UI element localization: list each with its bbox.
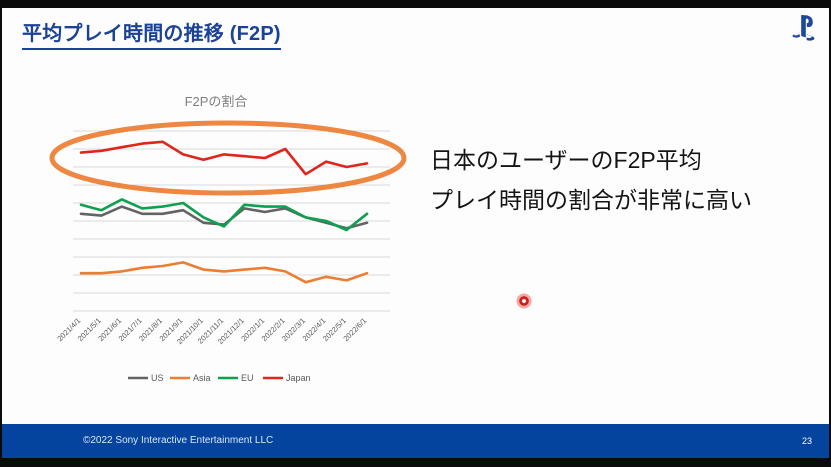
legend-label-japan: Japan	[286, 373, 311, 383]
legend-label-us: US	[151, 373, 164, 383]
legend-label-asia: Asia	[193, 373, 211, 383]
legend-label-eu: EU	[241, 373, 254, 383]
slide-title: 平均プレイ時間の推移 (F2P)	[22, 17, 281, 50]
series-line-eu	[79, 198, 369, 232]
insight-line-1: 日本のユーザーのF2P平均	[430, 147, 702, 173]
insight-line-2: プレイ時間の割合が非常に高い	[430, 187, 752, 213]
copyright-text: ©2022 Sony Interactive Entertainment LLC	[83, 435, 274, 446]
page-number: 23	[801, 436, 812, 446]
footer-bar: ©2022 Sony Interactive Entertainment LLC…	[2, 424, 829, 458]
annotation-ellipse	[49, 120, 407, 196]
insight-text-block: 日本のユーザーのF2P平均 プレイ時間の割合が非常に高い	[430, 140, 752, 220]
chart-title: F2Pの割合	[185, 94, 248, 109]
laser-pointer-dot	[516, 293, 532, 309]
playstation-logo-icon	[792, 15, 815, 41]
presentation-slide: 平均プレイ時間の推移 (F2P) F2Pの割合 2021/4/1 2021/5/1 2…	[2, 8, 829, 458]
series-line-japan	[79, 140, 369, 176]
series-line-asia	[79, 261, 369, 284]
f2p-share-line-chart: F2Pの割合2021/4/12021/5/12021/6/12021/7/120…	[49, 94, 407, 383]
